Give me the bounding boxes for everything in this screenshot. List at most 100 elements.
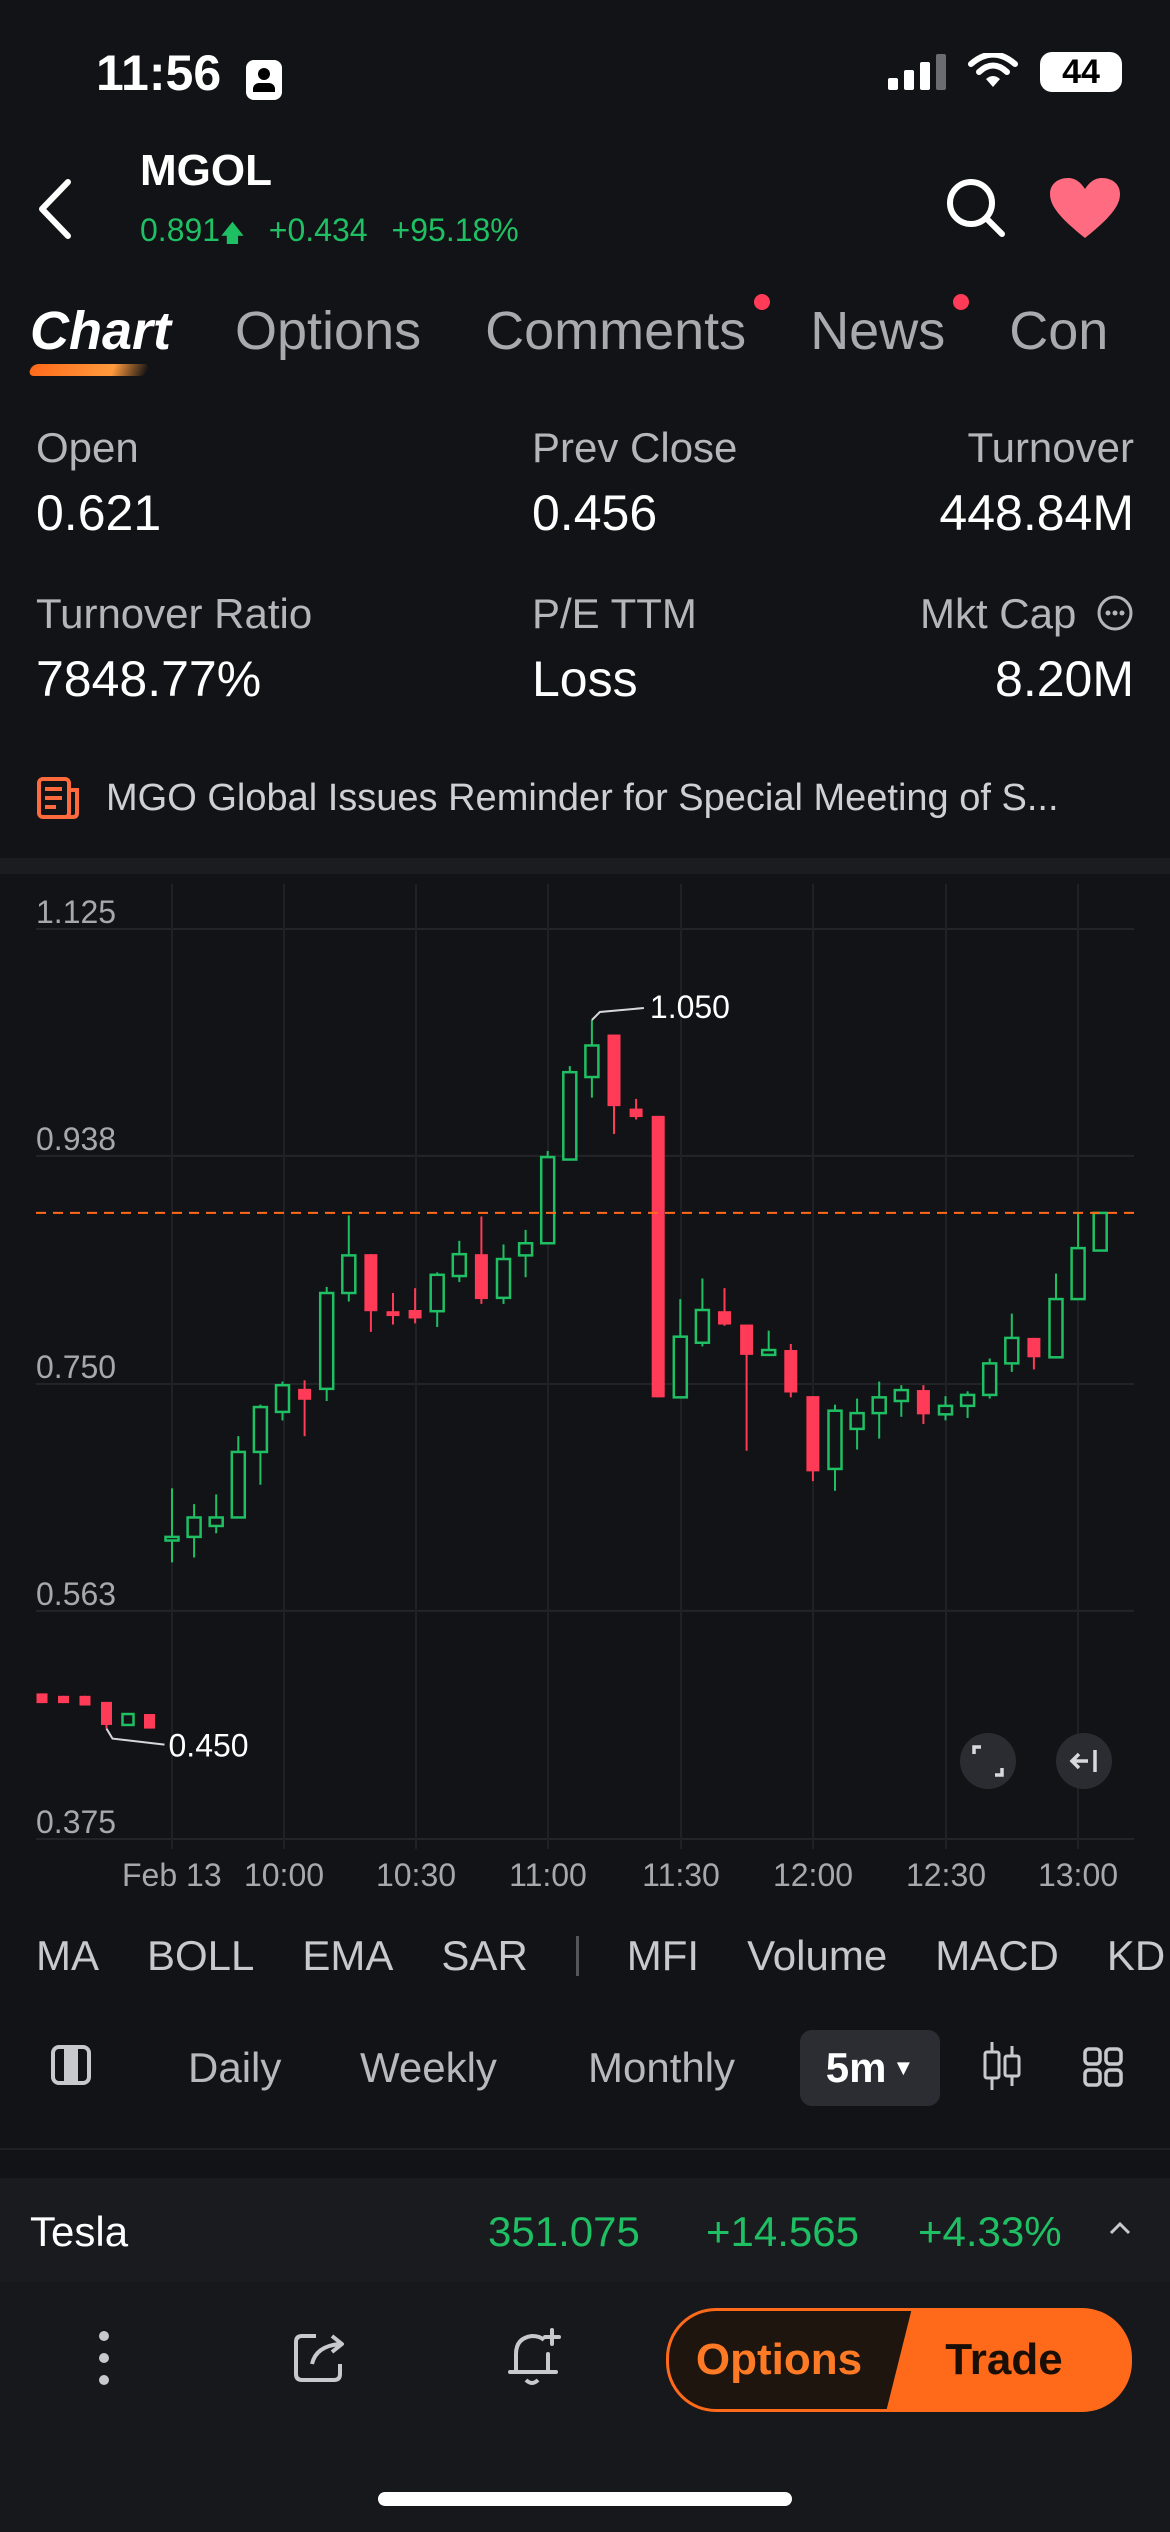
candle-body [893, 1388, 910, 1403]
add-alert-bell-icon[interactable] [506, 2326, 564, 2388]
chevron-up-icon[interactable] [1108, 2220, 1132, 2236]
back-chevron-icon[interactable] [36, 178, 76, 240]
strip-change-pct: +4.33% [918, 2208, 1062, 2255]
candle-body [760, 1348, 777, 1357]
watchlist-strip[interactable]: Tesla 351.075 +14.565 +4.33% [0, 2178, 1170, 2282]
sidebar-toggle-icon[interactable] [50, 2044, 92, 2086]
candle [164, 1488, 180, 1563]
bottom-action-bar: Options Trade [0, 2282, 1170, 2532]
grid-layout-icon[interactable] [1082, 2046, 1124, 2088]
candle-body [784, 1350, 798, 1393]
y-axis: 1.125 0.938 0.750 0.563 0.375 [36, 894, 116, 1840]
stat-value: 8.20M [995, 651, 1134, 707]
candle-body [58, 1695, 69, 1704]
trade-button[interactable]: Trade [886, 2308, 1132, 2412]
section-divider [0, 2148, 1170, 2150]
candle [408, 1288, 422, 1324]
candle-body [429, 1273, 445, 1313]
candle [584, 1020, 600, 1098]
candle [186, 1504, 202, 1558]
tab-company[interactable]: Con [1009, 300, 1108, 362]
period-monthly[interactable]: Monthly [588, 2044, 736, 2091]
scroll-to-latest-icon[interactable] [1056, 1733, 1112, 1789]
candle-body [1004, 1336, 1020, 1365]
candles [36, 1020, 1108, 1729]
candle-body [672, 1335, 689, 1399]
indicator-ma[interactable]: MA [36, 1932, 99, 1979]
stat-label: Mkt Cap [920, 590, 1134, 638]
more-info-icon[interactable] [1096, 594, 1134, 632]
candle [1027, 1337, 1041, 1370]
candle [539, 1151, 556, 1245]
candle-body [916, 1390, 930, 1415]
candle-style-icon[interactable] [982, 2040, 1022, 2092]
x-axis: Feb 13 10:00 10:30 11:00 11:30 12:00 12:30 13:0… [122, 1857, 1118, 1893]
candle-body [230, 1450, 247, 1519]
wifi-icon [968, 53, 1018, 87]
candle-body [408, 1309, 422, 1319]
up-arrow-icon: 🡅 [220, 220, 245, 247]
low-annotation-line [105, 1728, 165, 1746]
tab-chart[interactable]: Chart [27, 300, 171, 376]
home-indicator [378, 2492, 792, 2506]
stat-pe: P/E TTM Loss [532, 590, 697, 708]
price-change-pct: +95.18% [391, 212, 519, 248]
stat-label: Turnover Ratio [36, 590, 313, 637]
tab-comments[interactable]: Comments [485, 294, 771, 362]
prev-day-candle [36, 1693, 48, 1704]
stat-value: Loss [532, 651, 638, 707]
candle [694, 1278, 711, 1347]
candle [252, 1404, 269, 1485]
candle-body [318, 1291, 335, 1391]
candle [386, 1293, 400, 1325]
candle [718, 1288, 731, 1326]
period-5m[interactable]: 5m ▼ [800, 2030, 940, 2106]
search-icon[interactable] [944, 176, 1006, 238]
tab-news[interactable]: News [810, 294, 970, 362]
news-headline: MGO Global Issues Reminder for Special M… [106, 776, 1059, 819]
x-tick-label: Feb 13 [122, 1857, 222, 1893]
tab-options[interactable]: Options [235, 300, 421, 362]
candle-body [607, 1034, 621, 1107]
candle [806, 1396, 820, 1482]
expand-icon[interactable] [960, 1733, 1016, 1789]
indicator-kd[interactable]: KD [1106, 1932, 1166, 1979]
indicator-mfi[interactable]: MFI [626, 1932, 700, 1979]
candle [517, 1229, 534, 1278]
indicator-volume[interactable]: Volume [747, 1932, 888, 1979]
period-daily[interactable]: Daily [188, 2044, 282, 2091]
indicator-macd[interactable]: MACD [935, 1932, 1059, 1979]
ticker-symbol: MGOL [140, 146, 272, 195]
options-button[interactable]: Options [666, 2308, 922, 2412]
stat-open: Open 0.621 [36, 424, 161, 542]
more-vertical-icon[interactable] [96, 2330, 112, 2386]
candle [740, 1324, 754, 1451]
indicator-sar[interactable]: SAR [441, 1932, 528, 1979]
heart-icon[interactable] [1050, 178, 1120, 240]
stat-mkt-cap[interactable]: Mkt Cap 8.20M [920, 590, 1134, 708]
candle-body [79, 1695, 91, 1706]
x-tick-label: 11:00 [509, 1857, 587, 1893]
tab-company-label: Con [1009, 301, 1109, 361]
trade-button-label: Trade [945, 2335, 1063, 2384]
candlestick-chart[interactable]: 1.125 0.938 0.750 0.563 0.375 Feb 13 10:00 10:… [0, 874, 1170, 1914]
candle-body [937, 1404, 954, 1416]
stat-turnover: Turnover 448.84M [939, 424, 1134, 542]
strip-price: 351.075 [488, 2208, 640, 2255]
candle-body [694, 1308, 711, 1344]
indicator-ema[interactable]: EMA [302, 1932, 394, 1979]
candle [341, 1215, 357, 1302]
candle [959, 1391, 976, 1418]
candle-body [1048, 1297, 1064, 1359]
last-price: 0.891 [140, 212, 221, 248]
candle-body [1027, 1337, 1041, 1358]
share-icon[interactable] [292, 2328, 350, 2384]
indicator-boll[interactable]: BOLL [147, 1932, 255, 1979]
indicator-bar: MA BOLL EMA SAR MFI Volume MACD KD [36, 1932, 1165, 1980]
news-banner[interactable]: MGO Global Issues Reminder for Special M… [36, 776, 1059, 820]
candle [1070, 1212, 1086, 1301]
candle [474, 1216, 488, 1304]
period-weekly[interactable]: Weekly [360, 2044, 497, 2091]
tab-bar: Chart Options Comments News Con [27, 294, 1108, 376]
price-change: +0.434 [268, 212, 368, 248]
